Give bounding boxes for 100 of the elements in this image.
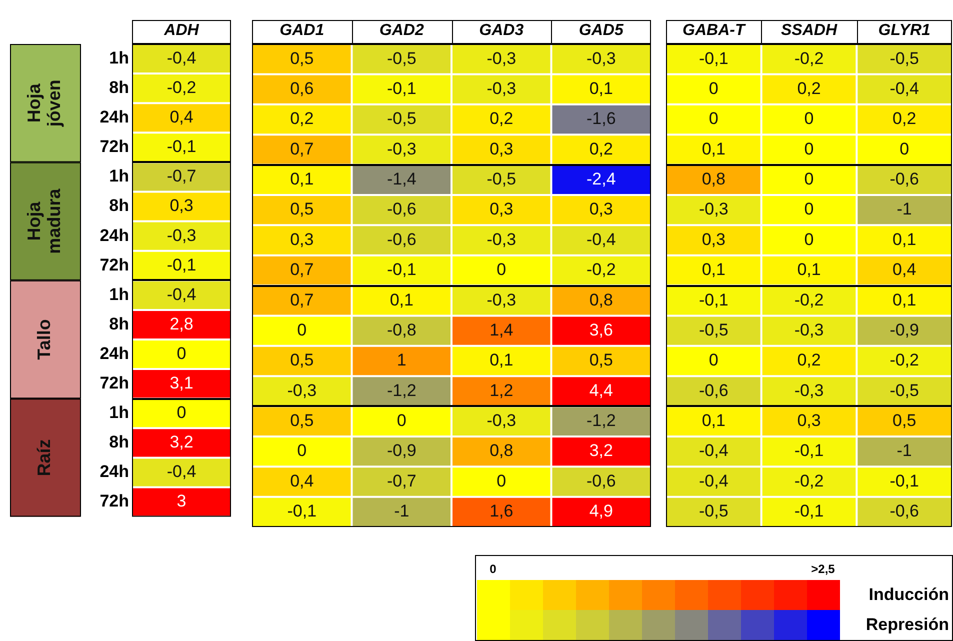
data-label: 0,8	[702, 170, 726, 189]
data-label: -0,1	[386, 78, 416, 98]
data-label: -0,4	[166, 284, 196, 304]
data-label: -0,2	[794, 471, 824, 490]
data-label: 0,4	[170, 108, 194, 127]
text: Tallo	[34, 319, 54, 360]
data-label: -0,5	[386, 109, 416, 128]
data-label: 0,8	[589, 290, 613, 310]
data-label: -0,3	[166, 226, 196, 245]
data-label: -1	[896, 200, 912, 219]
data-label: 0,1	[390, 290, 414, 310]
data-label: -0,2	[890, 350, 919, 370]
data-label: -0,3	[586, 48, 616, 68]
data-label: -0,3	[794, 380, 824, 400]
data-label: -0,7	[386, 471, 416, 490]
data-label: 0,1	[702, 411, 726, 430]
data-label: 0,4	[892, 260, 916, 280]
data-label: -0,5	[699, 320, 728, 340]
x-tick-label: GLYR1	[878, 22, 931, 39]
data-label: -0,8	[386, 320, 416, 340]
data-label: 0,5	[290, 350, 314, 370]
data-label: 0	[804, 170, 814, 189]
data-label: 0,1	[892, 230, 916, 249]
x-tick-label: GAD1	[280, 22, 324, 39]
y-tick-label: 72h	[100, 255, 129, 274]
data-label: 0,5	[290, 411, 314, 430]
y-tick-label: 8h	[109, 196, 129, 216]
data-label: 0,1	[702, 260, 726, 280]
data-label: -0,5	[486, 170, 516, 189]
data-label: 0,6	[290, 78, 314, 98]
data-label: -0,3	[486, 411, 516, 430]
data-label: -0,4	[699, 441, 728, 460]
data-label: -0,7	[166, 166, 196, 186]
data-label: -0,2	[586, 260, 616, 280]
data-label: 0,1	[797, 260, 821, 280]
data-label: 0,1	[702, 139, 726, 158]
data-label: 0,1	[290, 170, 314, 189]
data-label: 0	[708, 109, 718, 128]
data-label: -0,1	[794, 502, 824, 521]
data-label: 0	[804, 200, 814, 219]
data-label: -0,6	[699, 380, 728, 400]
y-tick-label: 24h	[100, 226, 129, 245]
data-label: 0	[496, 260, 506, 280]
data-label: 0,3	[290, 230, 314, 249]
data-label: -0,2	[794, 48, 824, 68]
text: >2,5	[811, 562, 835, 576]
data-label: 0,3	[702, 230, 726, 249]
y-tick-label: 72h	[100, 374, 129, 393]
data-label: 0,5	[892, 411, 916, 430]
data-label: 1,6	[490, 502, 514, 521]
data-label: -0,1	[699, 48, 728, 68]
y-tick-label: 1h	[109, 166, 129, 186]
data-label: -0,1	[794, 441, 824, 460]
data-label: -0,3	[486, 78, 516, 98]
data-label: -1	[394, 502, 410, 521]
data-label: -0,6	[386, 200, 416, 219]
data-label: 0,8	[490, 441, 514, 460]
data-label: 0,2	[797, 78, 821, 98]
data-label: -0,1	[699, 290, 728, 310]
data-label: 0,2	[490, 109, 514, 128]
data-label: -0,6	[890, 170, 919, 189]
y-tick-label: 72h	[100, 492, 129, 511]
data-label: -0,5	[699, 502, 728, 521]
y-tick-label: 1h	[109, 48, 129, 68]
data-label: -0,3	[699, 200, 728, 219]
data-label: 0	[396, 411, 406, 430]
data-label: 0,7	[290, 290, 314, 310]
data-label: 0,5	[290, 48, 314, 68]
data-label: 1	[396, 350, 406, 370]
data-label: -0,3	[486, 230, 516, 249]
data-label: 0,3	[797, 411, 821, 430]
y-tick-label: 1h	[109, 403, 129, 422]
data-label: 0	[804, 230, 814, 249]
data-label: 0,3	[490, 200, 514, 219]
data-label: 0,2	[797, 350, 821, 370]
data-label: -0,1	[287, 502, 317, 521]
data-label: 0	[297, 320, 307, 340]
data-label: 0,2	[589, 139, 613, 158]
data-label: -0,3	[486, 48, 516, 68]
data-label: -0,4	[166, 462, 196, 482]
data-label: 0	[176, 403, 186, 422]
data-label: -1	[896, 441, 912, 460]
text: Represión	[866, 615, 949, 635]
data-label: -0,6	[586, 471, 616, 490]
x-tick-label: GAD2	[379, 22, 424, 39]
data-label: -0,3	[486, 290, 516, 310]
data-label: -2,4	[586, 170, 616, 189]
data-label: -0,2	[166, 78, 196, 98]
data-label: -1,2	[386, 380, 416, 400]
data-label: 0,7	[290, 260, 314, 280]
data-label: -1,2	[586, 411, 616, 430]
x-tick-label: SSADH	[780, 22, 838, 39]
y-tick-label: 72h	[100, 137, 129, 156]
y-tick-label: 24h	[100, 462, 129, 482]
data-label: -0,4	[586, 230, 616, 249]
data-label: -0,9	[890, 320, 919, 340]
data-label: 0	[176, 344, 186, 363]
data-label: 0,5	[290, 200, 314, 219]
data-label: 0,7	[290, 139, 314, 158]
data-label: -0,1	[890, 471, 919, 490]
